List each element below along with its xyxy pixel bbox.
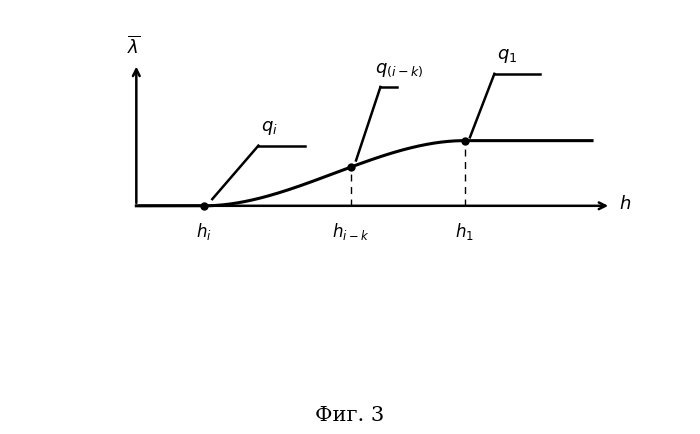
Text: $\overline{\lambda}$: $\overline{\lambda}$ <box>127 35 140 57</box>
Text: $h_{i-k}$: $h_{i-k}$ <box>332 221 369 242</box>
Text: $h$: $h$ <box>619 195 631 213</box>
Text: $q_i$: $q_i$ <box>261 119 278 137</box>
Text: Фиг. 3: Фиг. 3 <box>316 406 384 425</box>
Text: $h_1$: $h_1$ <box>455 221 474 242</box>
Text: $h_i$: $h_i$ <box>196 221 212 242</box>
Text: $q_{(i-k)}$: $q_{(i-k)}$ <box>375 61 424 79</box>
Text: $q_1$: $q_1$ <box>497 47 517 66</box>
